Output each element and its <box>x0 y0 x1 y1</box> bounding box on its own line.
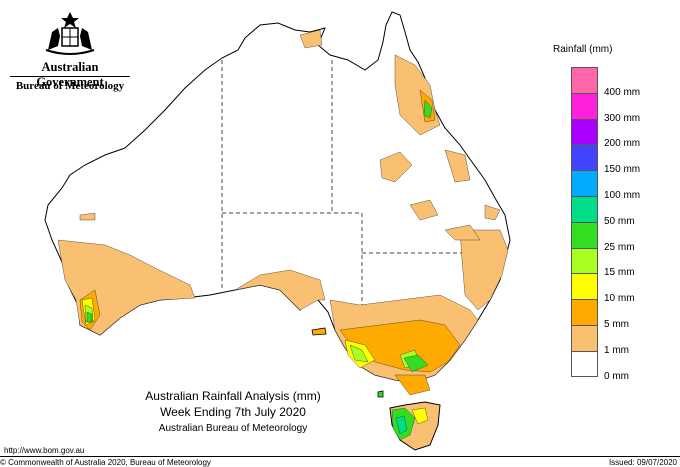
legend-label: 25 mm <box>604 241 635 253</box>
legend-label: 1 mm <box>604 344 629 356</box>
legend-label: 15 mm <box>604 267 635 279</box>
legend-label: 0 mm <box>604 370 629 382</box>
map-title: Australian Rainfall Analysis (mm) <box>145 389 321 403</box>
legend-swatch <box>571 247 598 274</box>
map-subtitle: Week Ending 7th July 2020 <box>160 405 306 419</box>
legend-swatch <box>571 195 598 222</box>
header-divider <box>10 76 130 77</box>
tasmania-rain-10mm <box>411 407 429 425</box>
legend-label: 100 mm <box>604 190 641 201</box>
copyright-text: © Commonwealth of Australia 2020, Bureau… <box>0 458 211 467</box>
legend-swatch <box>571 67 598 93</box>
tasmania-rain-50mm <box>395 415 408 435</box>
bureau-name: Bureau of Meteorology <box>15 80 125 92</box>
coat-of-arms-icon <box>45 12 95 55</box>
rainfall-25mm <box>86 99 433 373</box>
king-island <box>377 390 384 398</box>
legend-swatch <box>571 144 598 171</box>
legend-swatch <box>571 350 598 377</box>
kangaroo-island <box>311 327 327 336</box>
legend-swatch <box>571 221 598 248</box>
footer-divider <box>0 456 680 457</box>
website-link[interactable]: http://www.bom.gov.au <box>4 446 85 455</box>
legend-label: 200 mm <box>604 138 641 150</box>
legend-label: 5 mm <box>604 319 629 330</box>
legend-swatches <box>571 67 598 377</box>
government-name: Australian Government <box>36 60 104 89</box>
legend-label: 50 mm <box>604 215 635 227</box>
legend-swatch <box>571 118 598 145</box>
legend-swatch <box>571 92 598 119</box>
legend-label: 150 mm <box>604 164 641 176</box>
legend-swatch <box>571 324 598 351</box>
legend-swatch <box>571 273 598 300</box>
legend-label: 300 mm <box>604 112 641 124</box>
map-credit: Australian Bureau of Meteorology <box>158 423 308 434</box>
legend-label: 400 mm <box>604 86 641 98</box>
legend-swatch <box>571 299 598 325</box>
coat-of-arms <box>10 10 130 61</box>
legend-label: 10 mm <box>604 293 635 305</box>
legend-title: Rainfall (mm) <box>553 44 613 55</box>
legend-swatch <box>571 170 598 196</box>
issued-date: Issued: 09/07/2020 <box>608 458 677 467</box>
